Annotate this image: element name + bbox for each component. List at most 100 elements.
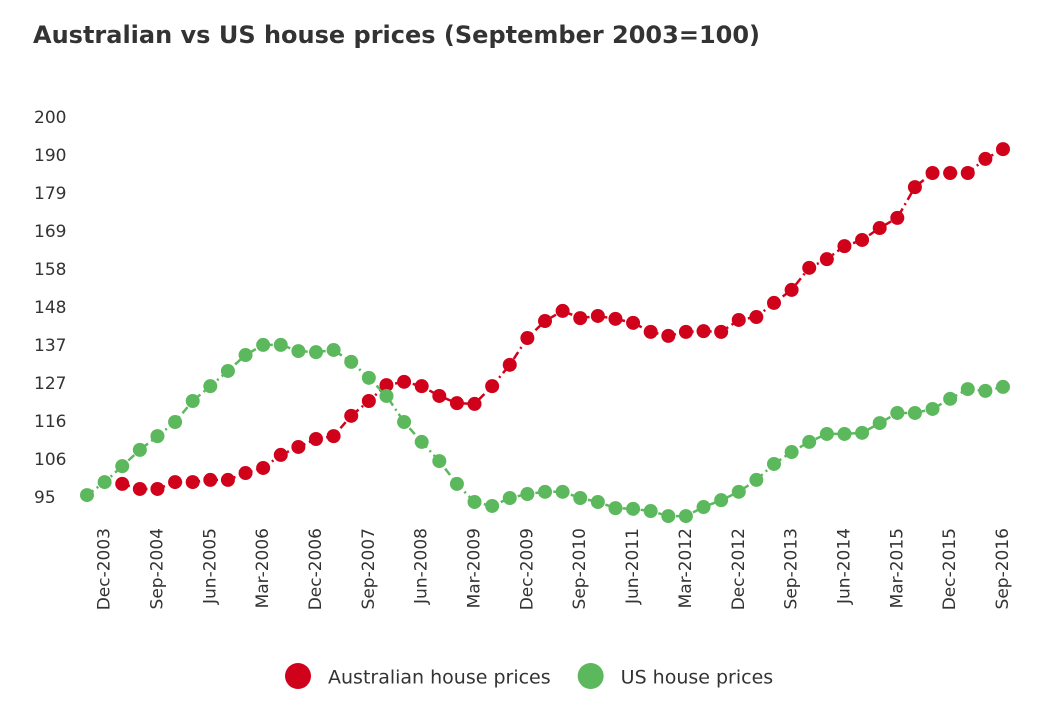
data-point <box>238 466 253 481</box>
data-point <box>344 354 359 369</box>
data-point <box>925 166 940 181</box>
data-point <box>520 331 535 346</box>
data-point <box>467 494 482 509</box>
data-point <box>150 429 165 444</box>
data-point <box>872 416 887 431</box>
data-point <box>220 363 235 378</box>
x-tick-label: Sep-2013 <box>782 528 802 609</box>
data-point <box>485 379 500 394</box>
data-point <box>432 388 447 403</box>
y-tick-label: 95 <box>34 488 56 508</box>
data-point <box>309 432 323 447</box>
data-point <box>661 328 676 343</box>
data-point <box>502 357 517 372</box>
data-point <box>890 405 905 420</box>
data-point <box>855 425 870 440</box>
data-point <box>996 142 1010 157</box>
data-point <box>397 374 412 389</box>
x-tick-label: Mar-2012 <box>676 528 696 608</box>
data-point <box>678 324 693 339</box>
data-point <box>485 498 500 513</box>
data-point <box>203 472 218 487</box>
data-point <box>326 342 341 357</box>
data-point <box>819 426 834 441</box>
y-tick-label: 148 <box>34 298 66 318</box>
data-point <box>837 239 852 254</box>
data-point <box>943 391 958 406</box>
data-point <box>784 282 799 297</box>
data-point <box>326 429 341 444</box>
data-point <box>168 475 183 490</box>
y-tick-label: 106 <box>34 450 66 470</box>
x-tick-label: Jun-2005 <box>200 528 220 605</box>
y-tick-label: 158 <box>34 260 66 280</box>
data-point <box>379 378 394 393</box>
data-point <box>132 481 147 496</box>
legend-label: Australian house prices <box>328 667 551 689</box>
data-point <box>555 303 570 318</box>
data-point <box>256 337 271 352</box>
y-tick-label: 179 <box>34 184 66 204</box>
data-point <box>115 459 130 474</box>
x-tick-label: Mar-2009 <box>465 528 485 608</box>
x-tick-label: Sep-2007 <box>359 528 379 609</box>
data-point <box>626 315 641 330</box>
data-point <box>837 426 852 441</box>
data-point <box>185 394 200 409</box>
data-point <box>714 324 729 339</box>
data-point <box>291 344 306 359</box>
data-point <box>80 488 94 503</box>
y-tick-label: 200 <box>34 108 66 128</box>
data-point <box>555 484 570 499</box>
data-point <box>344 408 359 423</box>
data-point <box>309 345 323 360</box>
data-point <box>925 401 940 416</box>
data-point <box>643 324 658 339</box>
data-point <box>608 311 623 326</box>
legend-marker <box>285 663 311 689</box>
data-point <box>203 379 218 394</box>
x-tick-label: Sep-2004 <box>147 528 167 609</box>
data-point <box>220 472 235 487</box>
data-point <box>414 434 429 449</box>
data-point <box>731 312 746 327</box>
data-point <box>590 308 605 323</box>
data-point <box>696 500 711 515</box>
x-tick-label: Jun-2014 <box>834 528 854 605</box>
data-point <box>890 210 905 225</box>
chart-title: Australian vs US house prices (September… <box>33 21 760 49</box>
y-tick-label: 127 <box>34 374 66 394</box>
data-point <box>168 415 183 429</box>
y-tick-label: 116 <box>34 412 66 432</box>
data-point <box>150 481 165 496</box>
data-point <box>996 379 1010 394</box>
data-point <box>291 439 306 454</box>
y-tick-label: 169 <box>34 222 66 242</box>
data-point <box>432 454 447 469</box>
data-point <box>414 379 429 394</box>
data-point <box>943 166 958 181</box>
x-tick-label: Sep-2010 <box>570 528 590 609</box>
data-point <box>573 311 588 326</box>
data-point <box>784 445 799 460</box>
data-point <box>115 476 130 491</box>
data-point <box>731 484 746 499</box>
x-tick-label: Jun-2011 <box>623 528 643 605</box>
data-point <box>678 509 693 524</box>
x-tick-label: Mar-2015 <box>887 528 907 608</box>
data-point <box>767 295 781 310</box>
legend-marker <box>577 663 604 689</box>
data-point <box>907 180 922 195</box>
data-point <box>714 493 729 508</box>
x-tick-label: Dec-2006 <box>306 528 326 610</box>
data-point <box>132 442 147 457</box>
data-point <box>643 504 658 519</box>
data-point <box>802 260 817 275</box>
x-tick-label: Dec-2009 <box>517 528 537 610</box>
x-tick-label: Mar-2006 <box>253 528 273 608</box>
data-point <box>520 487 535 502</box>
data-point <box>397 415 412 429</box>
data-point <box>696 324 711 339</box>
x-tick-label: Sep-2016 <box>993 528 1013 609</box>
